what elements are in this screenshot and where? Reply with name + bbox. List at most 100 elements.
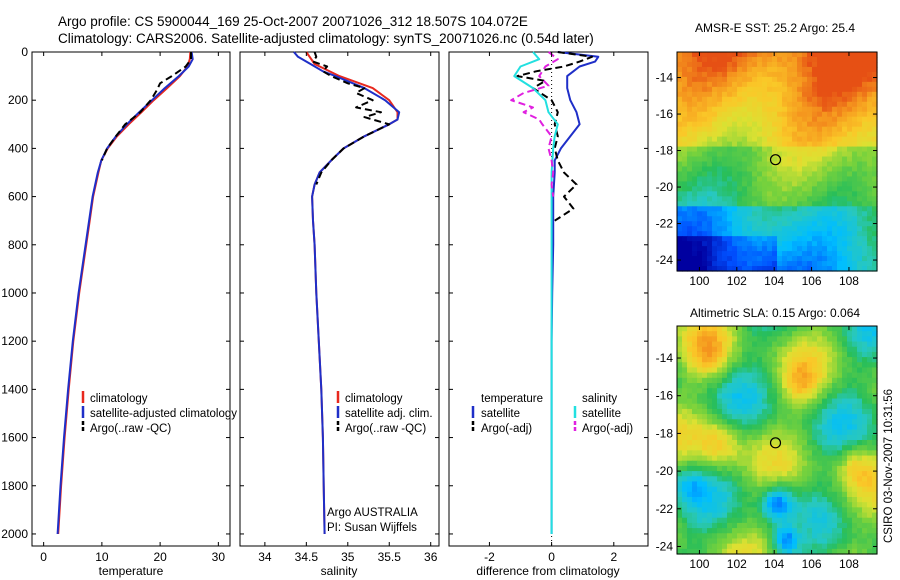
map-cell — [727, 341, 733, 348]
map-cell — [727, 419, 733, 426]
map-cell — [707, 236, 713, 242]
map-cell — [857, 91, 863, 98]
map-cell — [752, 486, 758, 493]
map-cell — [867, 341, 873, 348]
map-cell — [862, 211, 868, 217]
map-cell — [782, 166, 788, 173]
map-cell — [722, 156, 728, 163]
map-cell — [777, 236, 783, 242]
map-cell — [682, 201, 688, 207]
map-cell — [872, 372, 878, 379]
map-cell — [767, 61, 773, 68]
map-cell — [737, 377, 743, 384]
map-cell — [807, 543, 813, 550]
map-cell — [792, 408, 798, 415]
map-cell — [862, 71, 868, 78]
map-cell — [742, 131, 748, 138]
map-cell — [732, 52, 738, 58]
map-cell — [762, 507, 768, 514]
map-cell — [807, 372, 813, 379]
map-cell — [692, 206, 698, 212]
map-cell — [837, 52, 843, 58]
map-cell — [827, 393, 833, 400]
map-cell — [852, 226, 858, 232]
map-cell — [712, 56, 718, 63]
map-cell — [847, 146, 853, 153]
map-cell — [717, 186, 723, 192]
map-cell — [847, 336, 853, 343]
map-cell — [857, 548, 863, 555]
map-cell — [742, 236, 748, 242]
map-cell — [757, 196, 763, 202]
map-cell — [707, 393, 713, 400]
map-cell — [797, 241, 803, 247]
map-cell — [832, 191, 838, 197]
map-cell — [817, 211, 823, 217]
map-cell — [857, 52, 863, 58]
map-cell — [682, 414, 688, 420]
map-cell — [807, 106, 813, 113]
map-cell — [747, 424, 753, 431]
map-cell — [702, 116, 708, 123]
map-cell — [682, 121, 688, 128]
map-cell — [767, 346, 773, 353]
map-cell — [732, 261, 738, 267]
map-cell — [842, 121, 848, 128]
map-cell — [797, 171, 803, 178]
map-cell — [682, 440, 688, 446]
map-cell — [812, 372, 818, 379]
map-cell — [677, 351, 683, 358]
map-cell — [712, 455, 718, 462]
map-cell — [697, 403, 703, 410]
map-cell — [747, 367, 753, 374]
map-cell — [867, 151, 873, 158]
map-cell — [717, 176, 723, 183]
map-cell — [862, 166, 868, 173]
map-cell — [817, 241, 823, 247]
map-cell — [862, 246, 868, 252]
map-cell — [682, 171, 688, 178]
map-cell — [832, 116, 838, 123]
map-cell — [807, 403, 813, 410]
map-cell — [802, 226, 808, 232]
map-cell — [867, 476, 873, 483]
map-cell — [767, 126, 773, 133]
map-cell — [792, 528, 798, 534]
map-cell — [777, 101, 783, 108]
map-cell — [862, 460, 868, 467]
map-cell — [742, 266, 748, 272]
map-cell — [792, 367, 798, 374]
map-cell — [677, 383, 683, 389]
map-cell — [787, 403, 793, 410]
map-cell — [697, 424, 703, 431]
legend-label-climatology: climatology — [90, 393, 148, 405]
map-cell — [752, 414, 758, 420]
map-cell — [767, 86, 773, 93]
map-cell — [847, 522, 853, 529]
map-cell — [777, 146, 783, 153]
map-cell — [792, 434, 798, 441]
map-cell — [732, 246, 738, 252]
map-cell — [692, 471, 698, 477]
map-cell — [787, 357, 793, 363]
map-cell — [812, 121, 818, 128]
map-cell — [747, 517, 753, 524]
map-cell — [722, 512, 728, 519]
map-cell — [762, 241, 768, 247]
map-cell — [852, 455, 858, 462]
map-cell — [837, 91, 843, 98]
map-cell — [807, 246, 813, 252]
map-cell — [752, 196, 758, 202]
map-cell — [822, 266, 828, 272]
map-cell — [717, 398, 723, 405]
map-cell — [737, 156, 743, 163]
map-cell — [842, 181, 848, 187]
map-cell — [687, 76, 693, 83]
map-cell — [712, 517, 718, 524]
map-cell — [782, 346, 788, 353]
map-cell — [837, 66, 843, 73]
map-cell — [682, 131, 688, 138]
map-cell — [852, 86, 858, 93]
map-cell — [792, 61, 798, 68]
map-cell — [752, 434, 758, 441]
